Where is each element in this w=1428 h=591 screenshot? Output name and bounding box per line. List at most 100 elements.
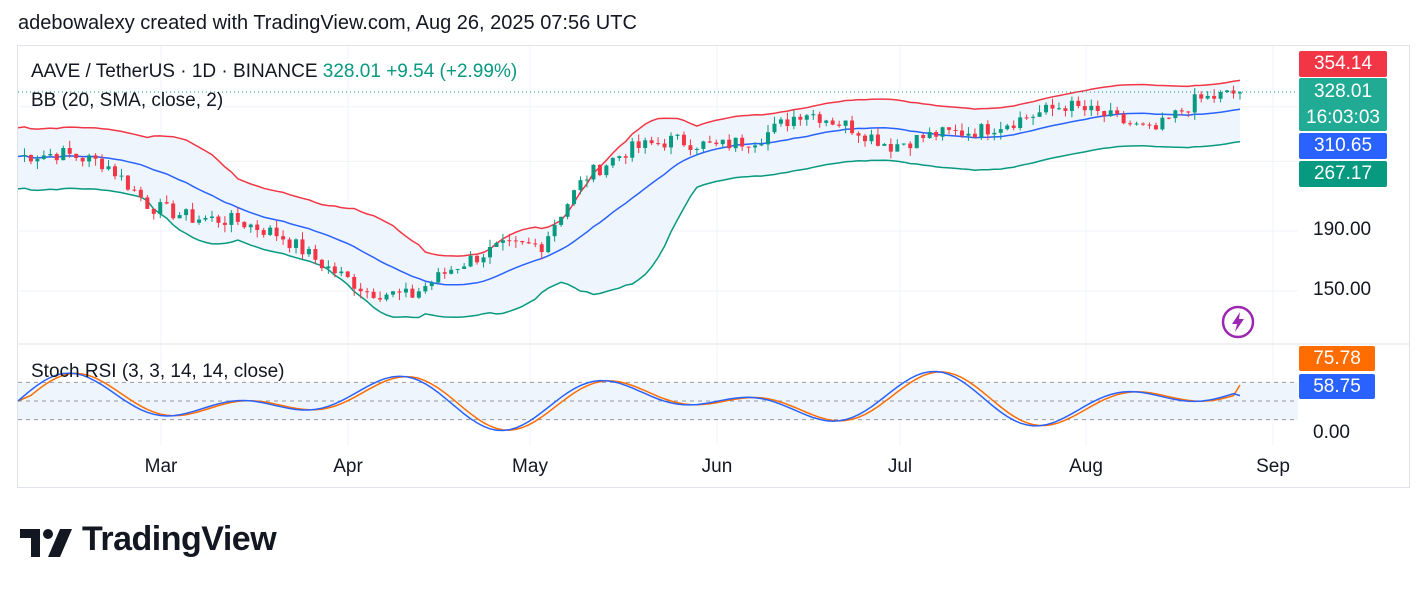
candle-body: [209, 216, 214, 218]
candle-body: [229, 212, 234, 225]
bollinger-legend: BB (20, SMA, close, 2): [31, 90, 224, 111]
candle-body: [358, 288, 363, 292]
candle-body: [1069, 100, 1074, 111]
candle-body: [125, 175, 130, 190]
candle-body: [268, 227, 273, 235]
candle-body: [649, 140, 654, 144]
candle-body: [953, 129, 958, 131]
candle-body: [791, 116, 796, 127]
candle-body: [1128, 123, 1133, 125]
candle-body: [656, 143, 661, 145]
candle-body: [701, 141, 706, 149]
candle-body: [494, 242, 499, 247]
candle-body: [1082, 106, 1087, 111]
candle-body: [1160, 117, 1165, 130]
candle-body: [1179, 110, 1184, 112]
candle-body: [578, 180, 583, 191]
candle-body: [1212, 95, 1217, 99]
candle-body: [313, 249, 318, 260]
candle-body: [132, 189, 137, 191]
candle-body: [1102, 110, 1107, 117]
candle-body: [203, 217, 208, 220]
candle-body: [222, 222, 227, 225]
price-change: +9.54 (+2.99%): [386, 61, 518, 82]
candle-body: [565, 204, 570, 217]
candle-body: [727, 139, 732, 149]
candle-body: [423, 286, 428, 292]
candle-body: [48, 154, 53, 156]
candle-body: [442, 272, 447, 274]
symbol-legend: AAVE / TetherUS · 1D · BINANCE 328.01 +9…: [31, 61, 517, 83]
candle-body: [817, 114, 822, 123]
candle-body: [643, 140, 648, 148]
chart-frame[interactable]: [17, 45, 1410, 488]
candle-body: [1205, 95, 1210, 99]
candle-body: [604, 165, 609, 176]
candle-body: [410, 288, 415, 298]
upper-band-price-label: 354.14: [1299, 51, 1387, 77]
candle-body: [1231, 90, 1236, 94]
candle-body: [500, 240, 505, 243]
candle-body: [384, 294, 389, 300]
candle-body: [630, 141, 635, 158]
candle-body: [287, 239, 292, 248]
candle-body: [216, 216, 221, 223]
candle-body: [281, 236, 286, 240]
candle-body: [992, 132, 997, 135]
candle-body: [572, 190, 577, 205]
candle-body: [507, 240, 512, 242]
bollinger-band-lines: [17, 79, 1241, 319]
candle-body: [862, 135, 867, 142]
stoch-rsi-legend: Stoch RSI (3, 3, 14, 14, close): [31, 361, 285, 382]
month-label-sep: Sep: [1256, 456, 1290, 477]
candle-body: [397, 291, 402, 293]
candle-body: [681, 134, 686, 146]
candle-body: [449, 269, 454, 274]
bar-countdown: 16:03:03: [1306, 107, 1380, 128]
candle-body: [908, 143, 913, 149]
candle-body: [966, 133, 971, 136]
candle-body: [416, 291, 421, 298]
candle-body: [294, 239, 299, 248]
candle-body: [688, 145, 693, 150]
candle-body: [87, 155, 92, 162]
candle-body: [1011, 125, 1016, 128]
candle-body: [436, 272, 441, 283]
candle-body: [1037, 112, 1042, 117]
candle-body: [164, 202, 169, 204]
candle-body: [850, 120, 855, 134]
candle-body: [830, 120, 835, 125]
candle-body: [753, 145, 758, 148]
candle-body: [1218, 92, 1223, 99]
candle-body: [1089, 105, 1094, 111]
chart-header: adebowalexy created with TradingView.com…: [18, 12, 637, 34]
candle-body: [475, 255, 480, 263]
candle-body: [35, 158, 40, 162]
candle-body: [940, 127, 945, 137]
candle-body: [539, 244, 544, 253]
lightning-icon[interactable]: [1221, 305, 1255, 339]
tradingview-logo[interactable]: TradingView: [20, 520, 277, 559]
candle-body: [804, 115, 809, 120]
candle-body: [1095, 105, 1100, 111]
bb-basis-line: [17, 108, 1241, 286]
candle-body: [378, 298, 383, 300]
candle-body: [1050, 104, 1055, 109]
candle-body: [326, 266, 331, 269]
candle-body: [352, 276, 357, 289]
candle-body: [837, 124, 842, 126]
candlesticks: [22, 85, 1242, 303]
band-fill: [18, 80, 1240, 318]
candle-body: [61, 148, 66, 161]
candle-body: [177, 215, 182, 219]
candle-body: [591, 164, 596, 180]
stoch-k-label: 75.78: [1299, 346, 1375, 371]
bollinger-band-fill: [18, 80, 1240, 318]
candle-body: [1134, 123, 1139, 125]
candle-body: [1147, 124, 1152, 126]
candle-body: [197, 219, 202, 223]
candle-body: [119, 175, 124, 177]
candle-body: [429, 282, 434, 287]
candle-body: [255, 224, 260, 231]
